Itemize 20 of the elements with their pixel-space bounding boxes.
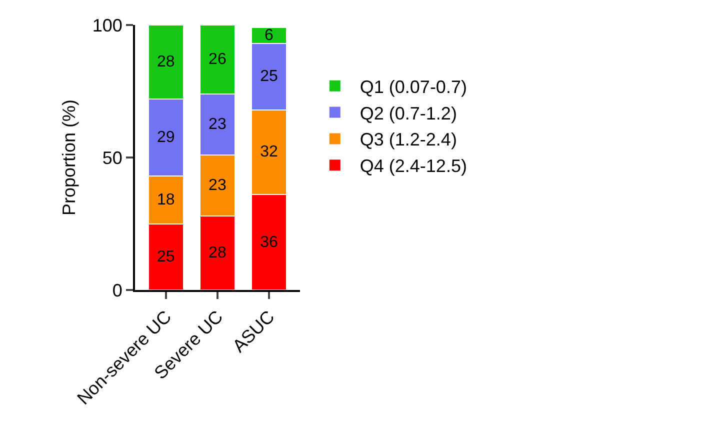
legend-label: Q2 (0.7-1.2) <box>360 103 457 124</box>
y-tick-label: 100 <box>92 15 122 36</box>
legend-label: Q4 (2.4-12.5) <box>360 156 467 176</box>
legend-label: Q3 (1.2-2.4) <box>360 130 457 150</box>
y-tick-label: 0 <box>112 280 122 300</box>
data-label: 18 <box>156 191 175 208</box>
data-label: 25 <box>260 68 278 86</box>
data-label: 26 <box>208 50 226 68</box>
data-label: 23 <box>208 176 226 194</box>
data-label: 29 <box>156 129 175 146</box>
data-label: 28 <box>156 54 175 71</box>
data-label: 32 <box>260 144 278 161</box>
legend-label: Q1 (0.07-0.7) <box>360 76 467 97</box>
data-label: 23 <box>208 116 226 133</box>
y-axis-title: Proportion (%) <box>59 99 80 216</box>
y-tick-label: 50 <box>102 148 122 168</box>
data-label: 36 <box>260 234 278 251</box>
data-label: 6 <box>264 27 274 44</box>
data-label: 28 <box>208 244 226 262</box>
data-label: 25 <box>156 248 175 266</box>
